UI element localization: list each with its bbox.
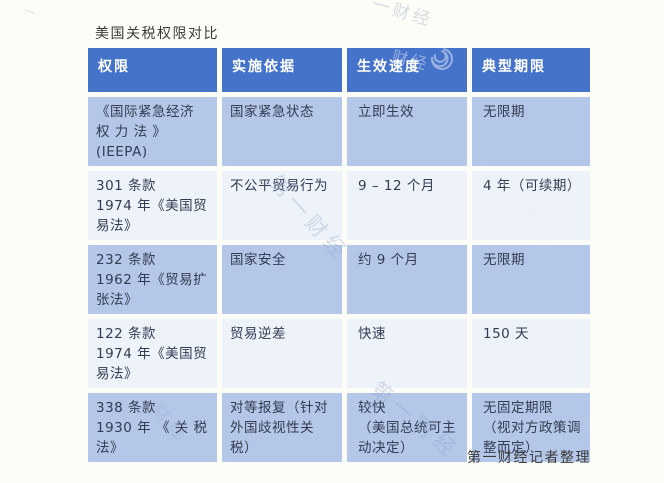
cell-duration: 4 年（可续期）: [472, 171, 590, 240]
header-speed: 生效速度: [347, 48, 467, 92]
cell-basis: 对等报复（针对 外国歧视性关 税）: [222, 393, 342, 462]
cell-speed: 立即生效: [347, 97, 467, 166]
header-duration: 典型期限: [472, 48, 590, 92]
table-header-row: 权限 实施依据 生效速度 典型期限: [88, 48, 590, 92]
cell-duration: 150 天: [472, 319, 590, 388]
cell-authority: 《国际紧急经济 权 力 法 》 (IEEPA): [88, 97, 217, 166]
tariff-table: 权限 实施依据 生效速度 典型期限 《国际紧急经济 权 力 法 》 (IEEPA…: [88, 48, 590, 462]
cell-speed: 9 – 12 个月: [347, 171, 467, 240]
table-row-338: 338 条款 1930 年 《 关 税 法》 对等报复（针对 外国歧视性关 税）…: [88, 393, 590, 462]
cell-duration: 无固定期限 （视对方政策调 整而定）: [472, 393, 590, 462]
cell-duration: 无限期: [472, 245, 590, 314]
cell-basis: 国家安全: [222, 245, 342, 314]
watermark-fragment: 一: [21, 4, 38, 21]
header-basis: 实施依据: [222, 48, 342, 92]
table-row-122: 122 条款 1974 年《美国贸 易法》 贸易逆差 快速 150 天: [88, 319, 590, 388]
cell-authority: 301 条款 1974 年《美国贸 易法》: [88, 171, 217, 240]
cell-basis: 不公平贸易行为: [222, 171, 342, 240]
watermark-text: 一财经: [369, 0, 436, 32]
page-title: 美国关税权限对比: [95, 26, 219, 42]
cell-authority: 338 条款 1930 年 《 关 税 法》: [88, 393, 217, 462]
cell-basis: 贸易逆差: [222, 319, 342, 388]
table-row-ieepa: 《国际紧急经济 权 力 法 》 (IEEPA) 国家紧急状态 立即生效 无限期: [88, 97, 590, 166]
cell-basis: 国家紧急状态: [222, 97, 342, 166]
cell-duration: 无限期: [472, 97, 590, 166]
table-row-301: 301 条款 1974 年《美国贸 易法》 不公平贸易行为 9 – 12 个月 …: [88, 171, 590, 240]
header-authority: 权限: [88, 48, 217, 92]
source-credit: 第一财经记者整理: [467, 450, 591, 466]
cell-authority: 232 条款 1962 年《贸易扩 张法》: [88, 245, 217, 314]
cell-speed: 快速: [347, 319, 467, 388]
cell-speed: 较快 （美国总统可主 动决定）: [347, 393, 467, 462]
cell-speed: 约 9 个月: [347, 245, 467, 314]
cell-authority: 122 条款 1974 年《美国贸 易法》: [88, 319, 217, 388]
table-row-232: 232 条款 1962 年《贸易扩 张法》 国家安全 约 9 个月 无限期: [88, 245, 590, 314]
